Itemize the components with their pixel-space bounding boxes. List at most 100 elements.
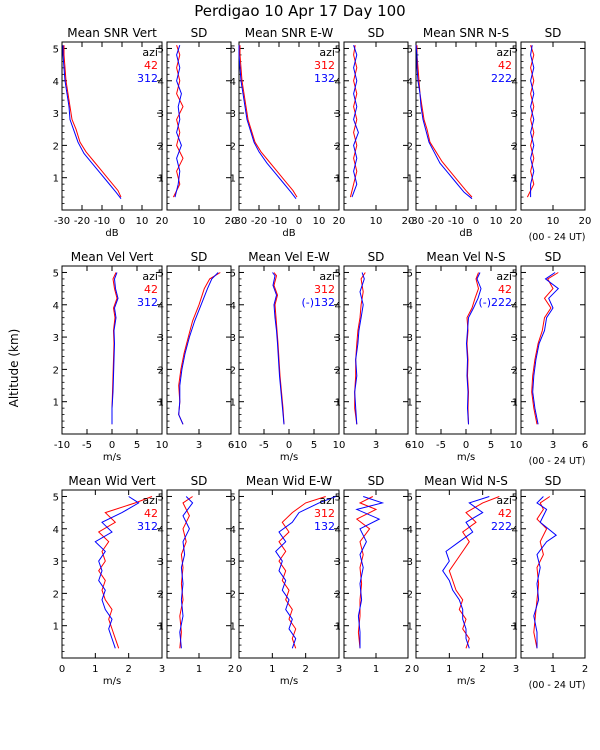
- x-axis-label: m/s: [280, 452, 298, 463]
- y-tick-label: 1: [335, 398, 341, 409]
- y-tick-label: 3: [335, 557, 341, 568]
- y-tick-label: 5: [407, 44, 413, 55]
- panel-title: SD: [368, 250, 385, 264]
- x-tick-label: 20: [579, 216, 592, 227]
- x-tick-label: 0: [119, 216, 125, 227]
- x-tick-label: -20: [251, 216, 267, 227]
- series-line-red: [533, 496, 551, 649]
- x-tick-label: 0: [286, 440, 292, 451]
- y-tick-label: 4: [53, 301, 59, 312]
- y-tick-label: 1: [53, 398, 59, 409]
- x-tick-label: 6: [582, 440, 588, 451]
- y-tick-label: 5: [53, 268, 59, 279]
- panel-vel-ns-sd: SD 1 2 3 4 5 3 6 (00 - 24 UT): [512, 250, 589, 467]
- x-tick-label: 6: [228, 440, 234, 451]
- legend-entry: azi: [319, 494, 335, 507]
- y-tick-label: 4: [407, 77, 413, 88]
- y-tick-label: 3: [335, 109, 341, 120]
- y-tick-label: 5: [53, 492, 59, 503]
- y-tick-label: 4: [407, 301, 413, 312]
- x-tick-label: -30: [54, 216, 70, 227]
- x-axis-label: dB: [282, 228, 295, 239]
- y-tick-label: 2: [53, 365, 59, 376]
- y-tick-label: 2: [407, 365, 413, 376]
- x-tick-label: 2: [479, 664, 485, 675]
- x-tick-label: 2: [582, 664, 588, 675]
- series-line-blue: [238, 45, 297, 200]
- legend-entry: azi: [496, 270, 512, 283]
- x-axis-label: m/s: [457, 676, 475, 687]
- y-tick-label: 4: [53, 525, 59, 536]
- y-tick-label: 1: [335, 622, 341, 633]
- y-tick-label: 3: [158, 333, 164, 344]
- x-tick-label: 0: [236, 664, 242, 675]
- y-tick-label: 2: [335, 365, 341, 376]
- series-line-red: [179, 496, 193, 649]
- x-axis-label: m/s: [103, 452, 121, 463]
- legend-entry: 312: [137, 520, 158, 533]
- y-tick-label: 4: [158, 77, 164, 88]
- y-tick-label: 1: [407, 622, 413, 633]
- legend-entry: 312: [314, 283, 335, 296]
- panel-title: Mean Vel N-S: [426, 250, 505, 264]
- legend-entry: 42: [144, 283, 158, 296]
- y-tick-label: 3: [407, 557, 413, 568]
- x-tick-label: 0: [463, 440, 469, 451]
- legend-entry: 42: [498, 507, 512, 520]
- time-range-note: (00 - 24 UT): [529, 456, 586, 467]
- y-tick-label: 4: [230, 301, 236, 312]
- y-tick-label: 3: [158, 109, 164, 120]
- panel-title: Mean Vel E-W: [248, 250, 330, 264]
- x-tick-label: 3: [336, 664, 342, 675]
- x-tick-label: 1: [92, 664, 98, 675]
- x-tick-label: -10: [448, 216, 464, 227]
- series-line-blue: [530, 45, 535, 198]
- y-tick-label: 3: [230, 333, 236, 344]
- y-tick-label: 1: [512, 622, 518, 633]
- y-tick-label: 5: [407, 268, 413, 279]
- legend-entry: 312: [314, 59, 335, 72]
- y-tick-label: 3: [53, 109, 59, 120]
- y-tick-label: 3: [53, 557, 59, 568]
- x-tick-label: -5: [436, 440, 446, 451]
- x-tick-label: 2: [302, 664, 308, 675]
- y-tick-label: 2: [407, 589, 413, 600]
- legend-entry: 42: [144, 59, 158, 72]
- x-tick-label: 0: [413, 664, 419, 675]
- y-tick-label: 1: [230, 174, 236, 185]
- y-tick-label: 5: [512, 268, 518, 279]
- x-tick-label: 3: [550, 440, 556, 451]
- x-tick-label: 10: [333, 440, 346, 451]
- series-line-blue: [62, 45, 122, 200]
- x-tick-label: 3: [159, 664, 165, 675]
- series-line-blue: [179, 496, 194, 649]
- legend-entry: azi: [319, 270, 335, 283]
- y-tick-label: 3: [158, 557, 164, 568]
- x-tick-label: 10: [510, 440, 523, 451]
- series-line-red: [531, 272, 559, 425]
- series-line-red: [355, 496, 378, 649]
- series-line-red: [172, 45, 184, 198]
- series-line-red: [416, 45, 473, 198]
- x-tick-label: 3: [196, 440, 202, 451]
- legend-entry: 222: [491, 520, 512, 533]
- series-line-blue: [415, 45, 473, 200]
- x-tick-label: 10: [193, 216, 206, 227]
- x-tick-label: 1: [373, 664, 379, 675]
- x-tick-label: -20: [74, 216, 90, 227]
- y-tick-label: 2: [53, 141, 59, 152]
- panel-snr-ns-sd: SD 1 2 3 4 5 10 20 (00 - 24 UT): [512, 26, 592, 243]
- y-tick-label: 4: [335, 525, 341, 536]
- series-line-blue: [94, 496, 140, 649]
- x-tick-label: 2: [125, 664, 131, 675]
- y-tick-label: 5: [512, 44, 518, 55]
- y-tick-label: 4: [335, 301, 341, 312]
- y-tick-label: 5: [158, 492, 164, 503]
- x-tick-label: 0: [109, 440, 115, 451]
- x-tick-label: -10: [231, 440, 247, 451]
